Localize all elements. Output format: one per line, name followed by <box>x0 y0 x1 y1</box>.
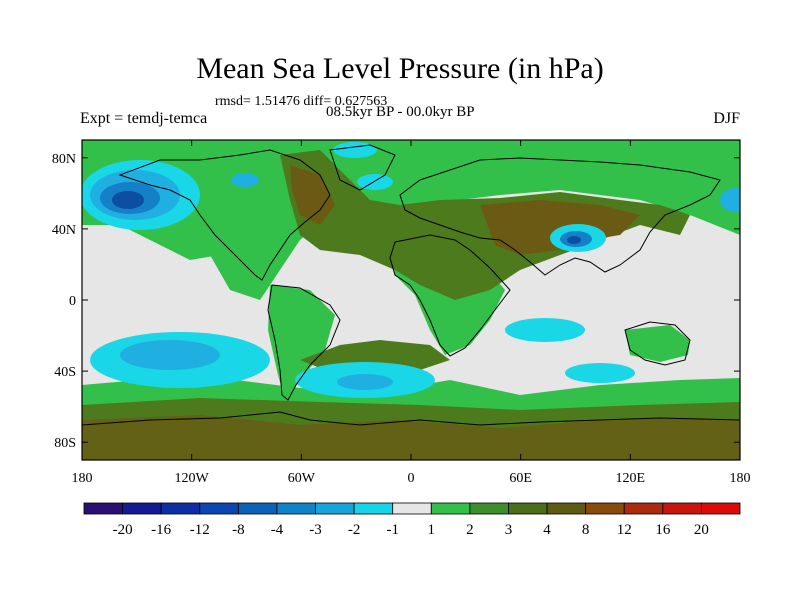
x-axis: 180 120W 60W 0 60E 120E 180 <box>72 140 751 486</box>
x-tick-label: 120W <box>175 471 210 486</box>
x-tick-label: 60W <box>288 471 316 486</box>
colorbar-label: -12 <box>190 522 210 538</box>
field-region-indian-ocean-low <box>505 318 585 342</box>
field-region-north-america-low <box>231 173 259 187</box>
colorbar-label: 20 <box>694 522 709 538</box>
colorbar-label: 2 <box>466 522 474 538</box>
coastline-eurasia <box>399 157 721 276</box>
colorbar-segment <box>160 502 201 515</box>
field-region-east-pacific-low <box>720 188 740 212</box>
colorbar-segment <box>237 502 278 515</box>
colorbar-label: 16 <box>655 522 671 538</box>
chart-title: Mean Sea Level Pressure (in hPa) <box>196 52 604 85</box>
coastline-antarctica <box>82 411 740 426</box>
y-tick-label: 40S <box>54 365 76 380</box>
colorbar-segment <box>623 502 664 515</box>
coastlines <box>82 144 740 426</box>
coastline-africa <box>389 234 511 357</box>
field-region-atlantic-olive <box>280 150 690 300</box>
season-label: DJF <box>713 110 740 127</box>
field-region-south-pacific-low-inner <box>120 340 220 370</box>
colorbar-label: -16 <box>151 522 171 538</box>
colorbar-segment <box>392 502 432 515</box>
colorbar-segment <box>122 502 162 515</box>
field-region-north-america-brown <box>290 165 335 225</box>
coastline-north-america <box>118 149 331 281</box>
colorbar-segment <box>469 502 509 515</box>
field-region-australia <box>625 325 690 362</box>
field-region-greenland-low <box>357 174 393 190</box>
period-text: 08.5kyr BP - 00.0kyr BP <box>326 104 475 120</box>
colorbar-segment <box>546 502 587 515</box>
colorbar-segment <box>430 502 471 515</box>
field-region-south-atlantic-low-inner <box>337 374 393 390</box>
colorbar-label: -20 <box>113 522 133 538</box>
x-tick-label: 60E <box>509 471 532 486</box>
colorbar-label: -8 <box>232 522 245 538</box>
y-tick-label: 40N <box>52 223 76 238</box>
colorbar-segment <box>508 502 548 515</box>
colorbar-label: 12 <box>617 522 632 538</box>
colorbar-segment <box>353 502 394 515</box>
experiment-label: Expt = temdj-temca <box>80 110 208 127</box>
y-tick-label: 80S <box>54 436 76 451</box>
colorbar-label: -1 <box>386 522 399 538</box>
colorbar-segment <box>199 502 239 515</box>
y-axis: 80N 40N 0 40S 80S <box>52 152 740 451</box>
field-region-south-america <box>268 285 335 400</box>
colorbar-label: 3 <box>505 522 513 538</box>
x-tick-label: 180 <box>730 471 751 486</box>
field-region-antarctica-brown <box>82 415 740 460</box>
colorbar-label: -4 <box>271 522 284 538</box>
x-tick-label: 180 <box>72 471 93 486</box>
y-tick-label: 80N <box>52 152 76 167</box>
colorbar-label: -3 <box>309 522 322 538</box>
colorbar-segment <box>83 502 123 515</box>
coastline-south-america <box>267 284 341 401</box>
field-region-arctic-low <box>333 142 377 158</box>
field-region-north-pacific-low-core <box>112 191 144 209</box>
x-tick-label: 120E <box>616 471 646 486</box>
colorbar-segment <box>701 502 741 515</box>
field-region-southern-indian-low <box>565 363 635 383</box>
colorbar-segment <box>585 502 625 515</box>
colorbar: -20 -16 -12 -8 -4 -3 -2 -1 1 2 3 4 8 12 16 20 <box>83 502 741 538</box>
colorbar-segment <box>315 502 355 515</box>
colorbar-label: 1 <box>428 522 436 538</box>
coastline-australia <box>624 321 691 366</box>
stats-text: rmsd= 1.51476 diff= 0.627563 <box>215 94 388 109</box>
x-tick-label: 0 <box>408 471 415 486</box>
colorbar-label: -2 <box>348 522 361 538</box>
y-tick-label: 0 <box>69 294 76 309</box>
colorbar-label: 4 <box>543 522 551 538</box>
colorbar-segment <box>276 502 316 515</box>
colorbar-label: 8 <box>582 522 590 538</box>
field-region-tibet-low-core <box>567 236 581 244</box>
coastline-greenland <box>329 144 396 191</box>
colorbar-segment <box>662 502 702 515</box>
